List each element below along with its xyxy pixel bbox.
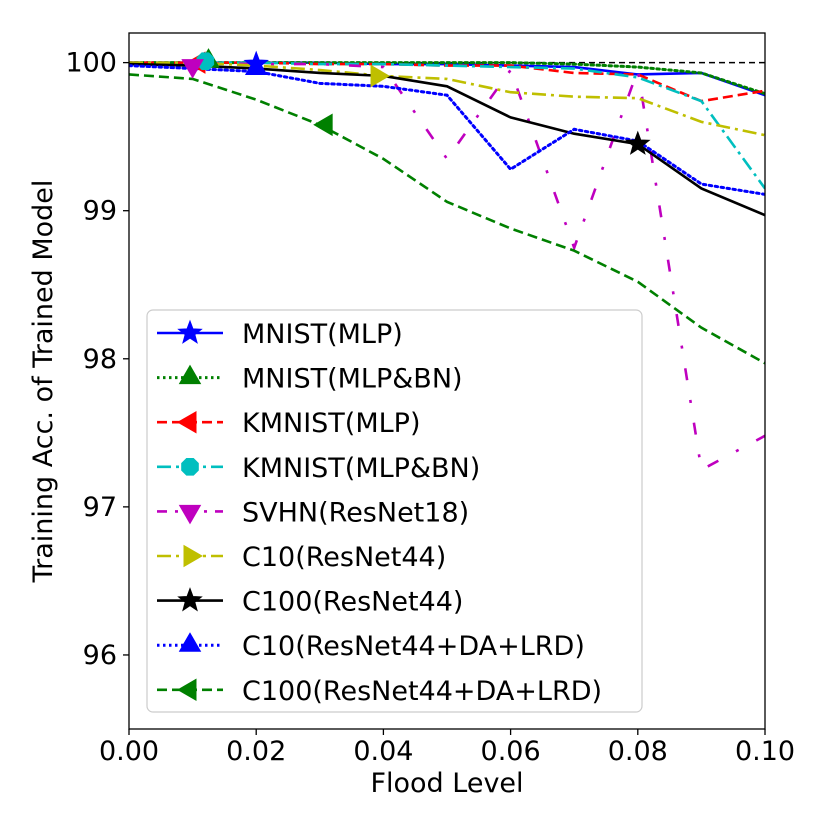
x-tick-label: 0.00 (99, 736, 159, 767)
legend-marker (176, 678, 197, 702)
marker-layer (181, 48, 651, 155)
y-tick-label: 97 (83, 492, 117, 523)
legend-marker (177, 587, 203, 612)
legend-item: MNIST(MLP) (157, 319, 403, 350)
legend-label: KMNIST(MLP&BN) (242, 453, 480, 484)
legend-label: C100(ResNet44) (242, 587, 463, 618)
legend-label: MNIST(MLP) (242, 319, 403, 350)
legend-item: C100(ResNet44) (157, 587, 463, 618)
series-line-c10-resnet44-da-lrd (129, 64, 765, 196)
y-tick-label: 98 (83, 344, 117, 375)
y-tick-label: 100 (65, 48, 117, 79)
legend-item: KMNIST(MLP) (157, 408, 420, 439)
x-tick-label: 0.08 (608, 736, 668, 767)
legend-label: C100(ResNet44+DA+LRD) (242, 676, 602, 707)
legend-label: SVHN(ResNet18) (242, 497, 469, 528)
x-tick-label: 0.04 (353, 736, 413, 767)
legend-label: C10(ResNet44) (242, 542, 446, 573)
series-marker-svhn-resnet18 (181, 59, 204, 79)
series-layer (129, 61, 765, 472)
legend-label: KMNIST(MLP) (242, 408, 420, 439)
legend-item: C100(ResNet44+DA+LRD) (157, 676, 602, 707)
series-marker-kmnist-mlp-bn (196, 52, 215, 70)
x-tick-label: 0.02 (226, 736, 286, 767)
series-line-kmnist-mlp-bn (129, 61, 765, 190)
y-axis-label: Training Acc. of Trained Model (28, 180, 59, 584)
legend-label: C10(ResNet44+DA+LRD) (242, 631, 585, 662)
series-marker-c100-resnet44 (625, 130, 651, 155)
legend-item: KMNIST(MLP&BN) (157, 453, 480, 484)
legend-label: MNIST(MLP&BN) (242, 364, 463, 395)
series-marker-c10-resnet44 (370, 64, 391, 88)
y-tick-label: 99 (83, 196, 117, 227)
legend-item: SVHN(ResNet18) (157, 497, 469, 528)
legend-item: MNIST(MLP&BN) (157, 364, 463, 395)
legend-marker (177, 319, 203, 344)
series-marker-c10-resnet44-da-lrd (244, 55, 268, 76)
series-line-c10-resnet44 (129, 61, 765, 137)
y-tick-label: 96 (83, 640, 117, 671)
legend-item: C10(ResNet44) (157, 542, 446, 573)
legend-item: C10(ResNet44+DA+LRD) (157, 631, 585, 662)
series-line-c100-resnet44 (129, 62, 765, 217)
x-tick-label: 0.10 (735, 736, 795, 767)
legend-marker (178, 504, 202, 525)
legend-marker (183, 544, 204, 568)
axis-layer: 0.00 0.02 0.04 0.06 0.08 0.10 96 97 98 99 100 (65, 48, 795, 767)
legend-marker (176, 410, 197, 434)
legend-marker (178, 632, 202, 652)
series-line-c100-resnet44-da-lrd (129, 73, 765, 365)
legend: MNIST(MLP) MNIST(MLP&BN) KMNIST(MLP) KMNIST… (146, 309, 643, 713)
legend-box (146, 309, 643, 713)
plot-area-frame (128, 32, 766, 730)
series-marker-c100-resnet44-da-lrd (313, 113, 333, 137)
x-tick-label: 0.06 (481, 736, 541, 767)
legend-marker (178, 364, 202, 385)
x-axis-label: Flood Level (370, 768, 523, 799)
legend-marker (181, 457, 199, 476)
